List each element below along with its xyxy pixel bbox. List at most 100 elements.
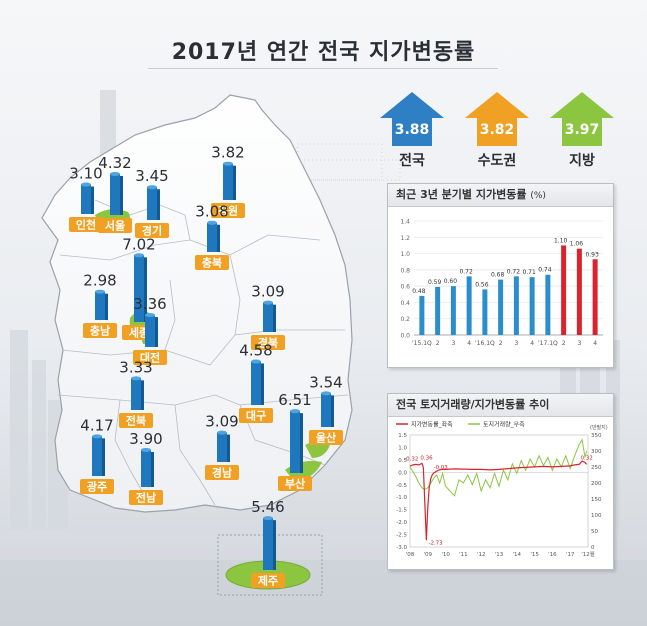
region-bar-top	[217, 430, 227, 435]
region-bar-top	[147, 185, 157, 190]
annotation-label: 0.32	[406, 456, 418, 462]
region-name-label: 전북	[126, 414, 146, 428]
region-name-tag	[195, 255, 229, 270]
region-name-tag	[205, 465, 239, 480]
region-name-label: 경북	[258, 336, 278, 350]
region-bar-side	[155, 317, 158, 347]
y-right-tick-label: 0	[591, 545, 595, 551]
region-name-label: 광주	[87, 481, 107, 494]
region-bar-side	[261, 363, 264, 405]
region-value-label: 5.46	[251, 498, 284, 516]
region-value-label: 2.98	[83, 272, 116, 290]
summary-label-capital: 수도권	[477, 153, 517, 169]
annotation-label: -2.73	[428, 540, 443, 546]
region-bar-side	[273, 304, 276, 332]
region-6: 2.98 충남	[83, 272, 117, 338]
region-bar-side	[120, 175, 123, 215]
region-bar-side	[217, 224, 220, 252]
quarterly-chart-unit: (%)	[530, 191, 546, 201]
region-value-label: 3.09	[205, 413, 238, 431]
region-name-tag	[251, 573, 285, 588]
x-tick-label: '17.1Q	[538, 340, 558, 347]
bar-value-label: 0.60	[444, 278, 458, 285]
region-2: 3.45 경기	[135, 167, 169, 238]
region-value-label: 4.58	[239, 341, 272, 359]
region-bar-top	[131, 376, 141, 381]
summary-arrow-provinces	[550, 92, 614, 146]
y-right-tick-label: 150	[591, 497, 602, 503]
quarterly-chart-title: 최근 3년 분기별 지가변동률	[396, 188, 527, 201]
summary-arrow-nation	[380, 92, 444, 146]
region-10: 4.58 대구	[239, 341, 273, 423]
region-value-label: 3.10	[69, 165, 102, 183]
trend-chart-header: 전국 토지거래량/지가변동률 추이	[388, 394, 613, 417]
page-title: 2017년 연간 전국 지가변동률	[171, 40, 476, 65]
region-name-label: 경기	[142, 224, 162, 238]
region-bar	[290, 411, 300, 473]
region-bar-top	[223, 161, 233, 166]
x-tick-label: 2	[499, 340, 503, 347]
x-tick-label: '09	[424, 552, 433, 558]
region-name-label: 인천	[76, 218, 96, 232]
y-left-tick-label: 1.0	[398, 445, 407, 451]
region-bar-side	[331, 395, 334, 427]
summary-label-nation: 전국	[399, 153, 425, 169]
summary-value-provinces: 3.97	[564, 122, 600, 138]
y-left-tick-label: -3.0	[396, 545, 407, 551]
bar-value-label: 0.68	[491, 272, 505, 279]
region-16: 5.46 제주	[251, 498, 285, 588]
region-name-label: 충북	[202, 256, 222, 270]
quarter-bar	[419, 295, 425, 335]
region-12: 4.17 광주	[80, 416, 114, 494]
trend-chart-panel: 전국 토지거래량/지가변동률 추이 지가변동률_좌축 토지거래량_우측 (만필지) 1…	[387, 393, 614, 570]
region-bar	[321, 393, 331, 427]
x-tick-label: '11	[459, 552, 468, 558]
quarter-bar	[576, 248, 582, 335]
region-15: 6.51 부산	[278, 391, 312, 491]
region-bar-side	[105, 293, 108, 320]
region-name-tag	[211, 203, 245, 218]
x-tick-label: '13	[495, 552, 504, 558]
x-tick-label: '12월	[581, 550, 595, 558]
region-14: 3.09 경남	[205, 413, 239, 480]
y-right-tick-label: 300	[591, 449, 602, 455]
bar-value-label: 1.06	[570, 241, 584, 248]
region-name-label: 대구	[246, 409, 266, 423]
annotation-label: 0.32	[581, 455, 593, 461]
region-bar	[217, 432, 227, 462]
region-bar-top	[290, 409, 300, 414]
x-tick-label: 2	[562, 340, 566, 347]
region-value-label: 3.36	[133, 295, 166, 313]
quarter-bar	[482, 289, 488, 335]
region-name-label: 전남	[136, 491, 156, 505]
region-name-tag	[135, 223, 169, 238]
region-name-tag	[80, 479, 114, 494]
region-bar	[263, 518, 273, 570]
series-line-price	[409, 460, 588, 541]
region-bar-side	[102, 438, 105, 476]
region-13: 3.90 전남	[129, 430, 163, 505]
y-left-tick-label: -0.5	[396, 483, 407, 489]
y-left-tick-label: -1.0	[396, 495, 407, 501]
region-name-label: 충남	[90, 324, 110, 338]
quarter-bar	[466, 276, 472, 335]
annotation-label: -0.03	[434, 465, 449, 471]
region-bar	[141, 449, 151, 487]
region-bar	[134, 255, 144, 322]
y-tick-label: 1.0	[400, 251, 410, 258]
summary-label-provinces: 지방	[569, 153, 595, 169]
region-bar-top	[141, 447, 151, 452]
bar-value-label: 0.93	[585, 251, 599, 258]
ulsan-area	[305, 441, 330, 458]
y-tick-label: 0.0	[400, 333, 410, 340]
region-bar-top	[134, 253, 144, 258]
region-bar-side	[144, 257, 147, 322]
region-name-tag	[69, 217, 103, 232]
y-right-tick-label: 100	[591, 513, 602, 519]
summary-value-capital: 3.82	[479, 122, 515, 138]
y-tick-label: 1.4	[400, 219, 410, 226]
region-value-label: 4.17	[80, 416, 113, 434]
trend-chart-title: 전국 토지거래량/지가변동률 추이	[396, 398, 550, 411]
region-name-label: 세종	[129, 326, 149, 340]
